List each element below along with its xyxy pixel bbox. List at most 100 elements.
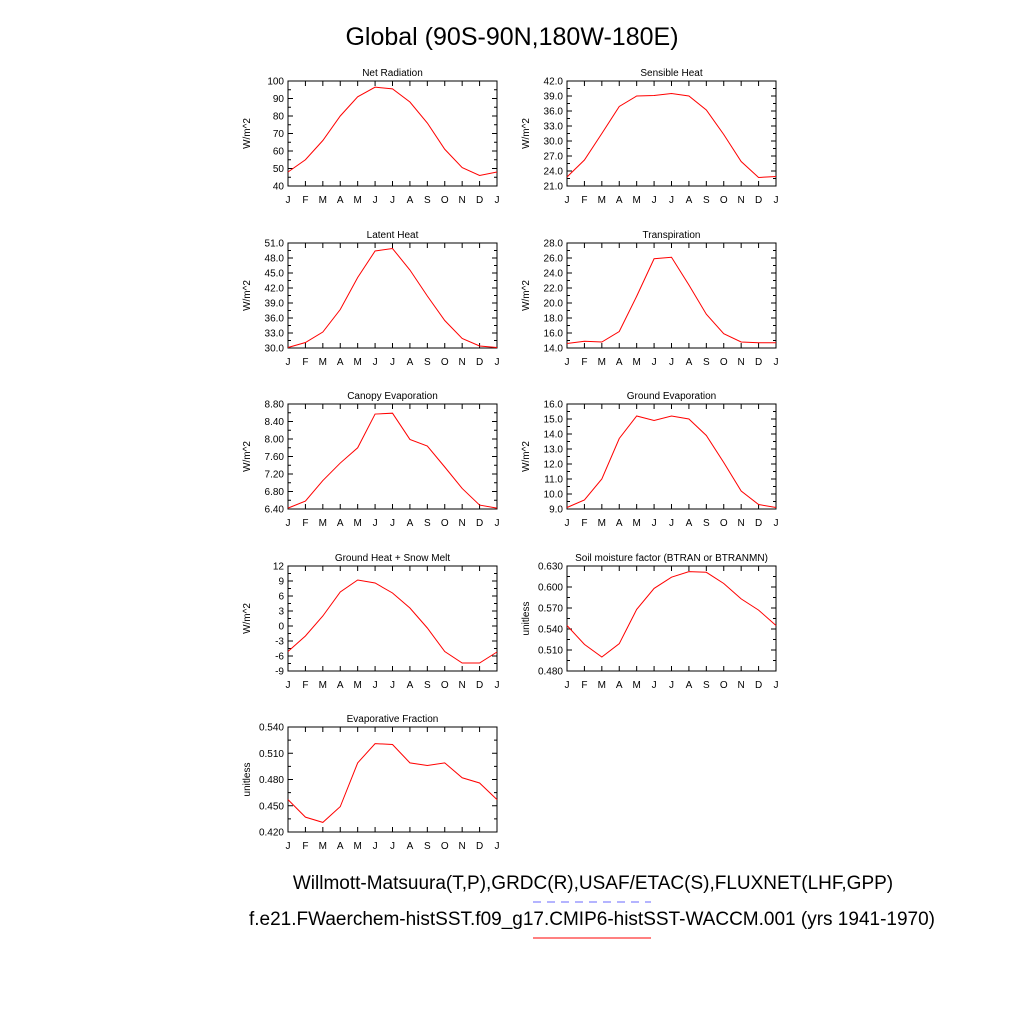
x-tick-label: A [337, 518, 344, 529]
x-tick-label: M [598, 680, 606, 691]
x-tick-label: M [353, 518, 361, 529]
y-tick-label: 22.0 [544, 284, 564, 295]
panel-8: Soil moisture factor (BTRAN or BTRANMN) u… [521, 553, 779, 691]
y-tick-label: 7.20 [265, 470, 285, 481]
x-tick-label: M [353, 841, 361, 852]
y-tick-label: 8.00 [265, 435, 285, 446]
x-tick-label: J [495, 195, 500, 206]
plot-frame [287, 403, 498, 510]
y-tick-label: 16.0 [544, 400, 564, 411]
x-tick-label: J [565, 518, 570, 529]
series-line [287, 86, 498, 177]
x-tick-label: J [669, 357, 674, 368]
x-tick-label: J [390, 518, 395, 529]
x-tick-label: J [565, 195, 570, 206]
y-tick-label: 36.0 [265, 314, 285, 325]
x-tick-label: J [390, 841, 395, 852]
y-axis-label: unitless [242, 763, 253, 797]
x-tick-label: M [319, 518, 327, 529]
x-tick-label: A [337, 195, 344, 206]
x-tick-label: M [353, 357, 361, 368]
x-tick-label: S [703, 195, 710, 206]
series-line [566, 92, 777, 179]
panel-title: Transpiration [643, 230, 701, 241]
y-tick-label: 70 [273, 129, 285, 140]
panel-4: Transpiration W/m^2 14.0 16.0 18.0 20.0 22.0 24… [521, 230, 779, 368]
x-tick-label: N [459, 680, 466, 691]
x-tick-label: M [598, 518, 606, 529]
x-tick-label: N [738, 195, 745, 206]
x-tick-label: J [669, 518, 674, 529]
y-tick-label: -3 [275, 637, 284, 648]
y-tick-label: 27.0 [544, 152, 564, 163]
x-tick-label: J [774, 195, 779, 206]
y-tick-label: 0.540 [538, 625, 563, 636]
series-line [287, 579, 498, 664]
series-line [566, 256, 776, 344]
x-tick-label: J [373, 357, 378, 368]
x-tick-label: M [632, 195, 640, 206]
x-tick-label: A [616, 195, 623, 206]
x-tick-label: A [616, 518, 623, 529]
y-tick-label: 30.0 [265, 344, 285, 355]
plot-frame [287, 726, 498, 833]
x-tick-label: F [302, 680, 308, 691]
y-tick-label: 6.80 [265, 487, 285, 498]
x-tick-label: O [441, 195, 449, 206]
y-tick-label: 14.0 [544, 344, 564, 355]
x-tick-label: M [353, 680, 361, 691]
y-tick-label: 33.0 [265, 329, 285, 340]
y-tick-label: 39.0 [544, 92, 564, 103]
y-tick-label: 8.40 [265, 417, 285, 428]
x-tick-label: A [407, 841, 414, 852]
obs-legend-label: Willmott-Matsuura(T,P),GRDC(R),USAF/ETAC… [293, 873, 893, 894]
x-tick-label: O [441, 680, 449, 691]
x-tick-label: S [703, 357, 710, 368]
x-tick-label: D [755, 680, 762, 691]
plot-frame [566, 565, 777, 672]
x-tick-label: J [373, 518, 378, 529]
x-tick-label: J [669, 680, 674, 691]
x-tick-label: J [373, 841, 378, 852]
x-tick-label: A [407, 518, 414, 529]
y-axis-label: W/m^2 [242, 441, 253, 472]
panel-2: Sensible Heat W/m^2 21.0 24.0 27.0 30.0 33.0 36… [521, 68, 779, 206]
x-tick-label: O [720, 680, 728, 691]
x-tick-label: O [441, 518, 449, 529]
x-tick-label: J [495, 357, 500, 368]
y-tick-label: 24.0 [544, 269, 564, 280]
y-tick-label: 9 [278, 577, 284, 588]
y-tick-label: 0.480 [538, 667, 563, 678]
x-tick-label: D [755, 357, 762, 368]
x-tick-label: M [319, 195, 327, 206]
y-tick-label: 30.0 [544, 137, 564, 148]
model-legend-label: f.e21.FWaerchem-histSST.f09_g17.CMIP6-hi… [249, 909, 935, 930]
x-tick-label: O [441, 357, 449, 368]
figure-title: Global (90S-90N,180W-180E) [345, 23, 678, 51]
x-tick-label: D [755, 195, 762, 206]
x-tick-label: J [495, 841, 500, 852]
y-tick-label: 0 [278, 622, 284, 633]
y-tick-label: 0.540 [259, 723, 284, 734]
y-tick-label: 48.0 [265, 254, 285, 265]
y-tick-label: 11.0 [544, 475, 563, 486]
x-tick-label: A [407, 357, 414, 368]
y-tick-label: 20.0 [544, 299, 564, 310]
series-line [287, 247, 498, 348]
y-tick-label: 80 [273, 112, 285, 123]
panel-title: Latent Heat [367, 230, 419, 241]
y-tick-label: 0.570 [538, 604, 563, 615]
x-tick-label: D [476, 357, 483, 368]
x-tick-label: M [319, 680, 327, 691]
plot-frame [566, 80, 777, 187]
y-tick-label: 6.40 [265, 505, 285, 516]
x-tick-label: J [495, 680, 500, 691]
x-tick-label: J [652, 357, 657, 368]
x-tick-label: F [302, 841, 308, 852]
x-tick-label: O [720, 357, 728, 368]
y-tick-label: 42.0 [265, 284, 285, 295]
plot-frame [287, 80, 498, 187]
panel-title: Ground Evaporation [627, 391, 717, 402]
x-tick-label: S [424, 680, 431, 691]
